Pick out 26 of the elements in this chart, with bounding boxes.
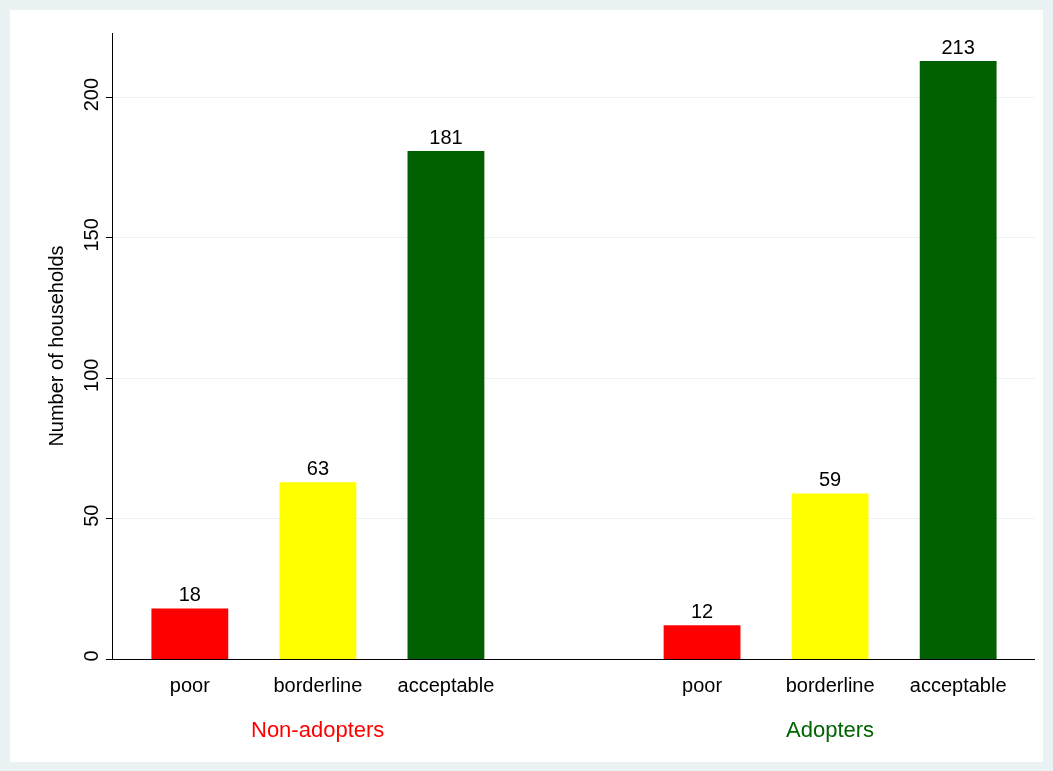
bar bbox=[151, 608, 229, 659]
bar bbox=[919, 61, 997, 659]
bar bbox=[663, 625, 741, 659]
data-label: 213 bbox=[941, 36, 975, 59]
x-tick-label: borderline bbox=[785, 674, 875, 696]
bar bbox=[791, 493, 869, 659]
x-tick-label: poor bbox=[169, 674, 211, 696]
y-tick-label: 50 bbox=[80, 504, 102, 527]
bar bbox=[279, 482, 357, 659]
y-tick-label: 0 bbox=[80, 650, 102, 662]
x-tick-label: acceptable bbox=[909, 674, 1007, 696]
data-label: 59 bbox=[818, 468, 842, 491]
data-label: 18 bbox=[178, 583, 201, 606]
y-tick-label: 200 bbox=[80, 77, 102, 112]
x-tick-label: poor bbox=[682, 674, 723, 696]
data-label: 181 bbox=[429, 125, 463, 148]
y-tick-label: 150 bbox=[80, 218, 102, 252]
y-tick-label: 100 bbox=[80, 358, 102, 392]
bar bbox=[407, 150, 485, 659]
x-tick-label: borderline bbox=[273, 674, 363, 696]
text: Non-adopters bbox=[251, 717, 385, 742]
x-tick-label: acceptable bbox=[397, 674, 495, 696]
text: Adopters bbox=[786, 717, 875, 742]
data-label: 63 bbox=[306, 457, 330, 480]
data-label: 12 bbox=[690, 600, 714, 623]
y-axis-title: Number of households bbox=[45, 245, 67, 447]
